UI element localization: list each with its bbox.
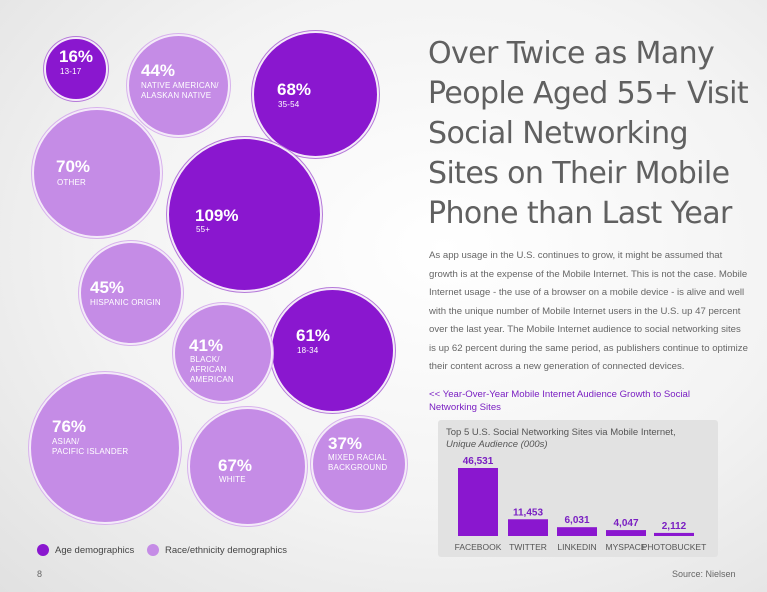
- page-title: Over Twice as Many People Aged 55+ Visit…: [428, 36, 749, 231]
- bubble-value: 61%: [296, 326, 331, 345]
- source-note: Source: Nielsen: [672, 569, 736, 579]
- bubble-other: 70% OTHER: [32, 108, 162, 238]
- bar-twitter: [508, 519, 548, 536]
- body-paragraph: As app usage in the U.S. continues to gr…: [429, 250, 748, 372]
- bubble-age-55-plus: 109% 55+: [167, 137, 322, 292]
- bar-value-label: 11,453: [513, 507, 543, 518]
- bubble-hispanic: 45% HISPANIC ORIGIN: [79, 241, 183, 345]
- bubble-label: 18-34: [297, 346, 319, 355]
- bubble-age-35-54: 68% 35-54: [252, 31, 379, 158]
- bubble-value: 41%: [189, 336, 224, 355]
- bar-category-label: PHOTOBUCKET: [642, 542, 707, 552]
- legend-race: Race/ethnicity demographics: [147, 544, 287, 556]
- bubble-value: 70%: [56, 157, 91, 176]
- bar-category-label: MYSPACE: [606, 542, 647, 552]
- bar-chart: 46,531 FACEBOOK 11,453 TWITTER 6,031 LINKEDIN…: [455, 456, 707, 552]
- bar-myspace: [606, 530, 646, 536]
- legend-age: Age demographics: [37, 544, 134, 556]
- bar-chart-title: Top 5 U.S. Social Networking Sites via M…: [446, 427, 676, 438]
- bubble-value: 44%: [141, 61, 176, 80]
- bubble-label: 55+: [196, 225, 211, 234]
- chart-reference-link: << Year-Over-Year Mobile Internet Audien…: [429, 389, 690, 413]
- race-swatch-icon: [147, 544, 159, 556]
- bubble-value: 68%: [277, 80, 312, 99]
- bar-linkedin: [557, 527, 597, 536]
- bar-value-label: 6,031: [564, 515, 589, 526]
- bar-photobucket: [654, 532, 694, 536]
- bubble-value: 109%: [195, 206, 239, 225]
- bubble-label: HISPANIC ORIGIN: [90, 298, 161, 307]
- bubble-value: 67%: [218, 456, 253, 475]
- bar-facebook: [458, 468, 498, 536]
- legend-age-label: Age demographics: [55, 544, 135, 556]
- bar-category-label: LINKEDIN: [557, 542, 596, 552]
- bar-value-label: 2,112: [662, 521, 687, 532]
- bubble-label: 13-17: [60, 67, 82, 76]
- bubble-value: 76%: [52, 417, 87, 436]
- bubble-label: WHITE: [219, 475, 246, 484]
- bubble-black: 41% BLACK/ AFRICAN AMERICAN: [173, 303, 273, 403]
- bubble-label: 35-54: [278, 100, 300, 109]
- bubble-label: ASIAN/ PACIFIC ISLANDER: [52, 437, 129, 456]
- bubble-mixed: 37% MIXED RACIAL BACKGROUND: [311, 416, 407, 512]
- bubble-asian: 76% ASIAN/ PACIFIC ISLANDER: [29, 372, 181, 524]
- bubble-age-13-17: 16% 13-17: [44, 37, 108, 101]
- age-swatch-icon: [37, 544, 49, 556]
- bubble-label: OTHER: [57, 178, 86, 187]
- bar-value-label: 4,047: [613, 518, 638, 529]
- bar-value-label: 46,531: [463, 456, 494, 467]
- bar-chart-subtitle: Unique Audience (000s): [446, 439, 548, 450]
- bar-category-label: TWITTER: [509, 542, 547, 552]
- bubble-value: 16%: [59, 47, 94, 66]
- bar-chart-panel: Top 5 U.S. Social Networking Sites via M…: [438, 420, 718, 557]
- bubble-label: BLACK/ AFRICAN AMERICAN: [190, 355, 234, 384]
- bubble-white: 67% WHITE: [188, 407, 307, 526]
- bubble-label: MIXED RACIAL BACKGROUND: [328, 453, 388, 472]
- bubble-value: 45%: [90, 278, 125, 297]
- page-number: 8: [37, 569, 43, 579]
- bubble-age-18-34: 61% 18-34: [270, 288, 395, 413]
- bubble-label: NATIVE AMERICAN/ ALASKAN NATIVE: [141, 81, 219, 100]
- bar-category-label: FACEBOOK: [455, 542, 502, 552]
- bubble-value: 37%: [328, 434, 363, 453]
- legend-race-label: Race/ethnicity demographics: [165, 544, 287, 556]
- bubble-native-american: 44% NATIVE AMERICAN/ ALASKAN NATIVE: [127, 34, 230, 137]
